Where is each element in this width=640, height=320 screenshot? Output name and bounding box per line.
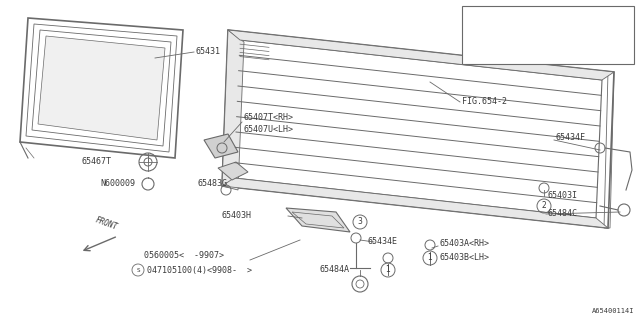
Text: 65407U<LH>: 65407U<LH> xyxy=(243,125,293,134)
Text: 047105100(4)<9908-  >: 047105100(4)<9908- > xyxy=(147,266,252,275)
Text: 1: 1 xyxy=(472,11,476,20)
Text: 65403I: 65403I xyxy=(548,191,578,201)
Text: P320001: P320001 xyxy=(492,50,524,59)
Text: 65434F: 65434F xyxy=(556,133,586,142)
Polygon shape xyxy=(222,178,608,228)
Text: S: S xyxy=(136,268,140,273)
Text: A65400114I: A65400114I xyxy=(591,308,634,314)
Text: 65431: 65431 xyxy=(196,47,221,57)
Text: 3: 3 xyxy=(472,50,476,59)
Text: FIG.654-2: FIG.654-2 xyxy=(462,98,507,107)
Polygon shape xyxy=(222,30,244,190)
Text: FRONT: FRONT xyxy=(93,216,118,232)
Polygon shape xyxy=(286,208,350,232)
Bar xyxy=(462,6,634,64)
Polygon shape xyxy=(228,30,614,80)
Text: 65484C: 65484C xyxy=(548,210,578,219)
Text: 65434E: 65434E xyxy=(368,237,398,246)
Text: 1: 1 xyxy=(386,266,390,275)
Text: S: S xyxy=(494,13,498,18)
Polygon shape xyxy=(38,36,165,140)
Text: 2: 2 xyxy=(541,202,547,211)
Text: 65467T: 65467T xyxy=(82,157,112,166)
Polygon shape xyxy=(204,134,238,158)
Text: 3: 3 xyxy=(358,218,362,227)
Text: 65403H: 65403H xyxy=(222,212,252,220)
Text: 1: 1 xyxy=(428,253,433,262)
Text: 0560005<  -9907>: 0560005< -9907> xyxy=(144,252,224,260)
Text: N600009: N600009 xyxy=(100,180,135,188)
Text: 65484A: 65484A xyxy=(320,266,350,275)
Text: 65403A<RH>: 65403A<RH> xyxy=(440,239,490,249)
Text: 65483G: 65483G xyxy=(198,180,228,188)
Text: 2: 2 xyxy=(472,30,476,39)
Text: 65407T<RH>: 65407T<RH> xyxy=(243,114,293,123)
Text: 65403B<LH>: 65403B<LH> xyxy=(440,252,490,261)
Polygon shape xyxy=(218,162,248,180)
Text: N37002: N37002 xyxy=(492,30,520,39)
Text: 047406120(18): 047406120(18) xyxy=(504,11,564,20)
